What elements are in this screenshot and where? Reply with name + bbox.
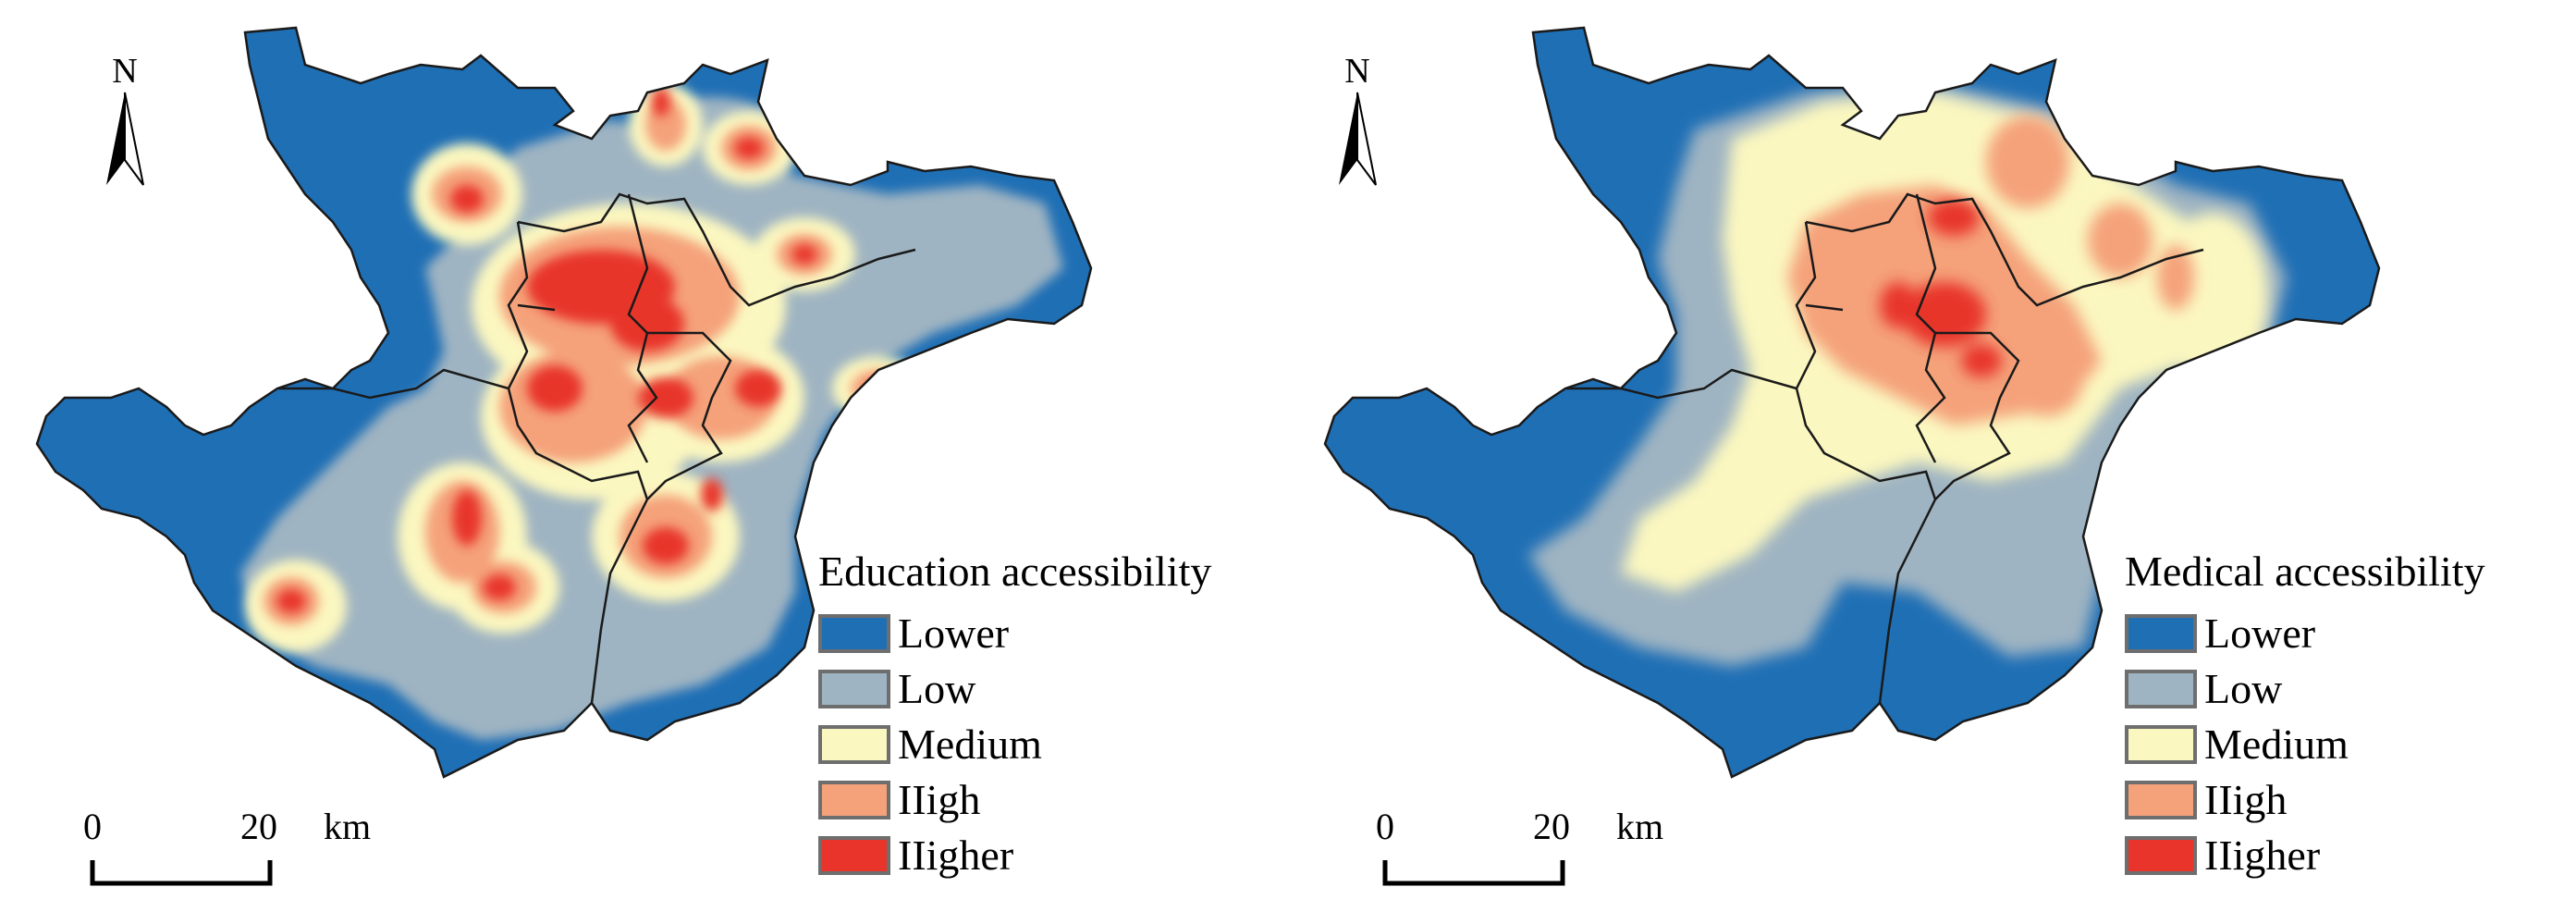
legend-swatch [818,836,890,875]
legend-swatch [2125,725,2197,764]
legend-swatch [2125,614,2197,653]
medical-map-panel: N Medical accessibility Lower Low Medium… [1288,0,2576,924]
legend-item-higher: IIigher [2125,828,2485,883]
legend-swatch [818,670,890,708]
legend-label: Lower [898,610,1010,657]
legend-swatch [2125,836,2197,875]
north-label: N [112,52,138,91]
north-arrow: N [1330,51,1385,190]
legend-title: Education accessibility [818,548,1212,595]
north-arrow-icon [1339,92,1377,186]
scale-end-label: 20 [240,806,277,847]
scale-bar: 0 20 km [1367,805,1699,897]
district-boundaries [277,192,916,704]
legend-swatch [2125,670,2197,708]
scale-start-label: 0 [1376,806,1394,847]
north-label: N [1344,52,1370,91]
legend-label: IIigher [2204,832,2321,879]
legend-label: IIigh [898,776,981,823]
legend-label: IIigher [898,832,1014,879]
education-legend: Education accessibility Lower Low Medium… [818,550,1211,883]
medical-legend: Medical accessibility Lower Low Medium I… [2125,550,2485,883]
scale-start-label: 0 [83,806,102,847]
legend-swatch [818,781,890,819]
legend-item-low: Low [818,661,1211,717]
legend-label: Lower [2204,610,2316,657]
north-arrow-icon [106,92,144,186]
legend-label: Medium [898,721,1042,768]
higher-zones [276,87,898,613]
scale-bar: 0 20 km [74,805,407,897]
scale-unit-label: km [324,806,372,847]
medical-accessibility-map [1323,26,2381,779]
legend-item-high: IIigh [818,772,1211,828]
scale-unit-label: km [1616,806,1664,847]
legend-item-higher: IIigher [818,828,1211,883]
scale-bar-line [90,860,273,886]
legend-item-medium: Medium [818,717,1211,772]
scale-bar-line [1382,860,1565,886]
legend-item-medium: Medium [2125,717,2485,772]
legend-item-high: IIigh [2125,772,2485,828]
legend-label: Medium [2204,721,2349,768]
district-boundaries [1565,192,2204,704]
education-map-panel: N Education accessibility Lower Low Medi… [35,26,1211,897]
legend-label: Low [898,665,976,712]
legend-label: IIigh [2204,776,2288,823]
legend-title: Medical accessibility [2125,548,2485,595]
legend-item-low: Low [2125,661,2485,717]
education-accessibility-map [35,26,1093,779]
legend-label: Low [2204,665,2283,712]
legend-swatch [2125,781,2197,819]
legend-item-lower: Lower [2125,606,2485,661]
legend-swatch [818,614,890,653]
north-arrow: N [97,51,153,190]
legend-item-lower: Lower [818,606,1211,661]
scale-end-label: 20 [1533,806,1570,847]
legend-swatch [818,725,890,764]
